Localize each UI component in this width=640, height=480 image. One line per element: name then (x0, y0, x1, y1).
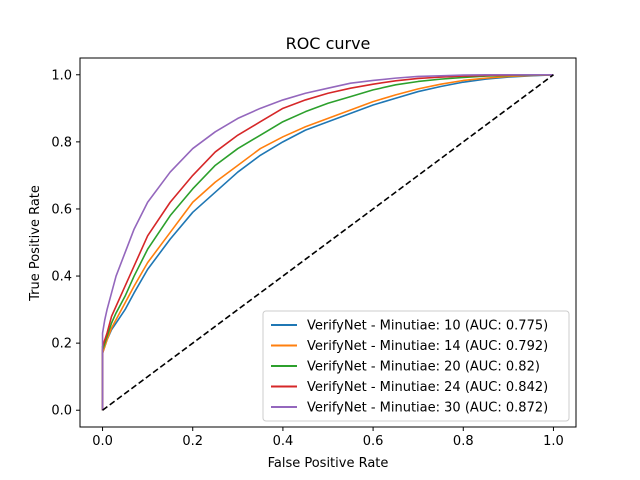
legend: VerifyNet - Minutiae: 10 (AUC: 0.775) Ver… (262, 310, 570, 422)
x-tick-label: 0.8 (453, 434, 474, 449)
legend-entry-3: VerifyNet - Minutiae: 20 (AUC: 0.82) (307, 360, 540, 375)
legend-entry-2: VerifyNet - Minutiae: 14 (AUC: 0.792) (307, 339, 548, 354)
series-line-5 (101, 73, 554, 411)
chance-reference-line (102, 74, 554, 411)
y-tick-label: 0.2 (51, 337, 72, 352)
x-axis-label: False Positive Rate (268, 456, 389, 471)
y-tick-label: 1.0 (51, 68, 72, 83)
y-tick-label: 0.4 (51, 270, 72, 285)
series-line-4 (101, 73, 554, 411)
y-tick-label: 0.0 (51, 404, 72, 419)
x-tick-label: 0.6 (363, 434, 384, 449)
x-tick-label: 1.0 (543, 434, 564, 449)
y-axis-label: True Positive Rate (28, 185, 43, 302)
series-layer (101, 73, 554, 411)
series-line-1 (101, 73, 554, 411)
y-tick-label: 0.8 (51, 135, 72, 150)
legend-entry-4: VerifyNet - Minutiae: 24 (AUC: 0.842) (307, 380, 548, 395)
legend-entry-5: VerifyNet - Minutiae: 30 (AUC: 0.872) (307, 401, 548, 416)
x-tick-label: 0.0 (92, 434, 113, 449)
x-tick-label: 0.2 (182, 434, 203, 449)
chart-title: ROC curve (286, 34, 371, 53)
x-tick-label: 0.4 (273, 434, 294, 449)
legend-box (262, 310, 570, 422)
axes-frame (79, 57, 577, 428)
series-line-2 (101, 73, 554, 411)
reference-layer (102, 74, 554, 411)
series-line-3 (101, 73, 554, 411)
y-axis: 0.0 0.2 0.4 0.6 0.8 1.0 (51, 68, 80, 419)
y-tick-label: 0.6 (51, 202, 72, 217)
x-axis: 0.0 0.2 0.4 0.6 0.8 1.0 (92, 427, 564, 449)
legend-entry-1: VerifyNet - Minutiae: 10 (AUC: 0.775) (307, 319, 548, 334)
plot-area (79, 57, 577, 428)
